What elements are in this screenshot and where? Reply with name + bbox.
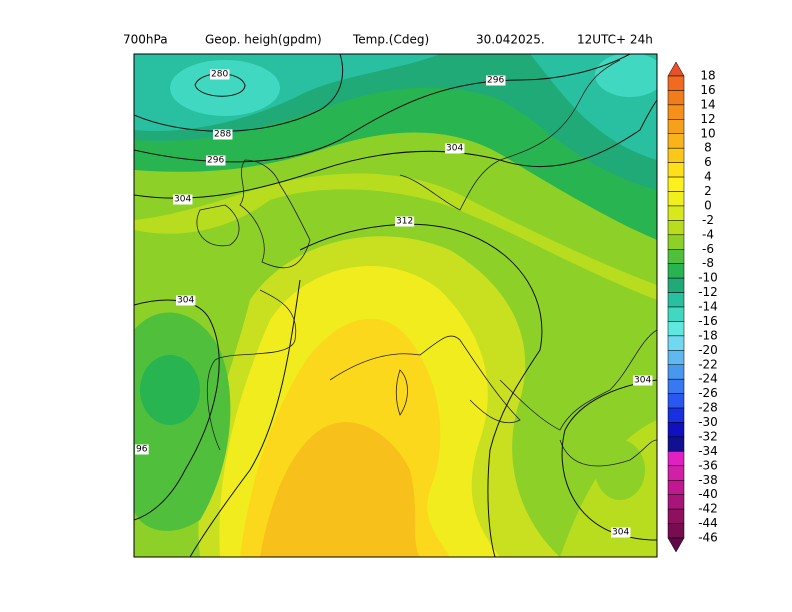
label-box	[445, 143, 465, 154]
contour-label: 304	[446, 144, 463, 154]
colorbar-label: -24	[698, 372, 718, 386]
contour-label: 288	[214, 130, 231, 140]
colorbar-label: 2	[704, 184, 712, 198]
contour-label: 296	[207, 156, 224, 166]
colorbar-swatch	[667, 465, 685, 481]
map-frame	[133, 53, 658, 558]
colorbar-label: -46	[698, 531, 718, 545]
colorbar-label: 6	[704, 155, 712, 169]
title-run: 12UTC+ 24h	[577, 33, 653, 47]
colorbar-swatch	[667, 335, 685, 351]
colorbar-label: -14	[698, 300, 718, 314]
label-box	[210, 69, 230, 80]
colorbar-arrow	[667, 537, 685, 553]
colorbar-swatch	[667, 306, 685, 322]
colorbar-arrow	[667, 61, 685, 77]
colorbar-label: -16	[698, 314, 718, 328]
colorbar-swatch	[667, 494, 685, 510]
title-field: Geop. heigh(gpdm)	[205, 33, 322, 47]
colorbar-label: 18	[700, 69, 715, 83]
colorbar-label: -42	[698, 502, 718, 516]
colorbar-swatch	[667, 220, 685, 236]
colorbar-label: -30	[698, 415, 718, 429]
colorbar-swatch	[667, 523, 685, 539]
colorbar-label: -2	[702, 213, 714, 227]
colorbar-label: -36	[698, 458, 718, 472]
label-box	[135, 444, 149, 455]
label-box	[395, 216, 415, 227]
colorbar-label: -26	[698, 386, 718, 400]
colorbar-swatch	[667, 407, 685, 423]
title-level: 700hPa	[123, 33, 168, 47]
colorbar: 181614121086420-2-4-6-8-10-12-14-16-18-2…	[667, 61, 718, 553]
contour-label: 304	[634, 376, 651, 386]
colorbar-label: -10	[698, 271, 718, 285]
label-box	[213, 129, 233, 140]
colorbar-swatch	[667, 277, 685, 293]
colorbar-swatch	[667, 480, 685, 495]
colorbar-swatch	[667, 205, 685, 221]
colorbar-label: 12	[700, 112, 715, 126]
colorbar-swatch	[667, 176, 685, 192]
contour-label: 312	[396, 217, 413, 227]
colorbar-label: -18	[698, 328, 718, 342]
colorbar-label: 14	[700, 97, 715, 111]
label-box	[486, 75, 506, 86]
colorbar-swatch	[667, 133, 685, 149]
colorbar-swatch	[667, 292, 685, 308]
label-box	[611, 527, 631, 538]
colorbar-swatch	[667, 90, 685, 106]
colorbar-label: -44	[698, 516, 718, 530]
colorbar-swatch	[667, 378, 685, 394]
colorbar-swatch	[667, 104, 685, 120]
colorbar-swatch	[667, 249, 685, 264]
contour-label: 296	[487, 76, 504, 86]
label-box	[176, 295, 196, 306]
colorbar-label: -28	[698, 401, 718, 415]
colorbar-label: -8	[702, 256, 714, 270]
colorbar-swatch	[667, 234, 685, 250]
colorbar-label: 0	[704, 198, 712, 212]
colorbar-label: -12	[698, 285, 718, 299]
contour-label: 304	[174, 195, 191, 205]
colorbar-label: -40	[698, 487, 718, 501]
contour-label: 96	[136, 445, 148, 455]
label-box	[633, 375, 653, 386]
colorbar-label: -6	[702, 242, 714, 256]
colorbar-swatch	[667, 321, 685, 337]
colorbar-label: 8	[704, 141, 712, 155]
colorbar-swatch	[667, 162, 685, 178]
colorbar-swatch	[667, 350, 685, 365]
colorbar-swatch	[667, 364, 685, 380]
colorbar-swatch	[667, 436, 685, 452]
colorbar-swatch	[667, 508, 685, 524]
colorbar-swatch	[667, 393, 685, 409]
colorbar-label: -34	[698, 444, 718, 458]
label-box	[173, 194, 193, 205]
colorbar-swatch	[667, 75, 685, 91]
contour-label: 304	[177, 296, 194, 306]
colorbar-swatch	[667, 191, 685, 207]
colorbar-label: -20	[698, 343, 718, 357]
colorbar-swatch	[667, 119, 685, 134]
contour-label: 304	[612, 528, 629, 538]
label-box	[206, 155, 226, 166]
colorbar-swatch	[667, 263, 685, 279]
contour-label: 280	[211, 70, 228, 80]
colorbar-label: 16	[700, 83, 715, 97]
colorbar-swatch	[667, 451, 685, 467]
colorbar-label: 4	[704, 170, 712, 184]
colorbar-label: 10	[700, 126, 715, 140]
colorbar-swatch	[667, 422, 685, 438]
title-field: Temp.(Cdeg)	[352, 33, 429, 47]
colorbar-label: -38	[698, 473, 718, 487]
colorbar-label: -4	[702, 227, 714, 241]
colorbar-swatch	[667, 147, 685, 163]
title-date: 30.042025.	[476, 33, 545, 47]
contour-labels: 280 288 296 296 304 304 312 304 96 304 3…	[135, 69, 653, 538]
colorbar-label: -22	[698, 357, 718, 371]
colorbar-label: -32	[698, 429, 718, 443]
